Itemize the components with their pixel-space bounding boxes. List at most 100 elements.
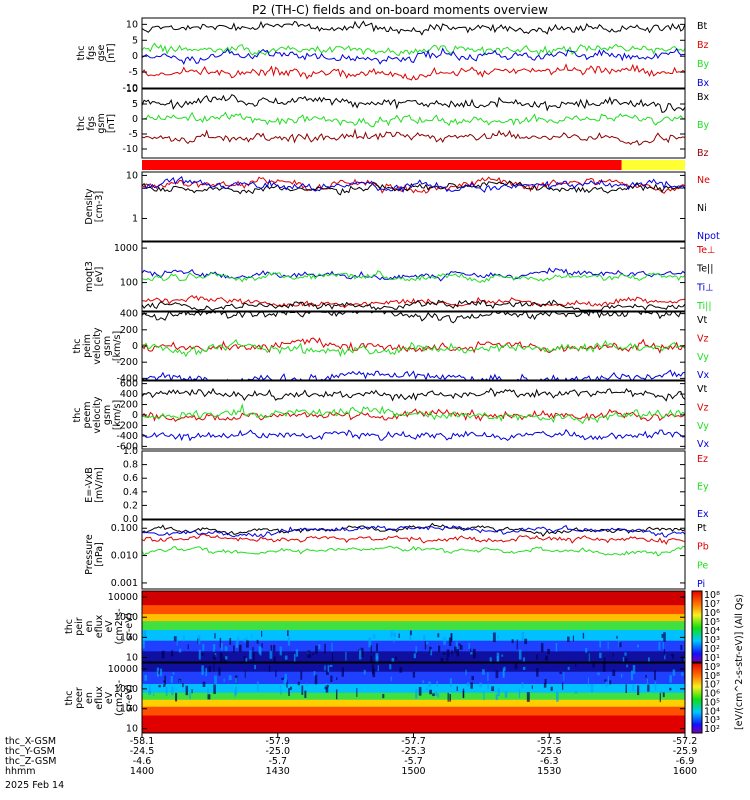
y-tick-label: -5 [129,67,138,78]
series-Bz-line [142,130,685,145]
series-By-line [142,113,685,127]
legend-Bt: Bt [697,21,708,32]
y-tick-label: 0.2 [123,500,138,511]
legend-Pt: Pt [697,523,707,534]
peer_spectrogram-panel: 10000100010010thc peer en eflux eV (cm2-s-sr-… [64,663,687,735]
legend-Ni: Ni [697,203,707,214]
colorbar-tick: 10² [704,724,720,735]
y-tick-label: -5 [129,129,138,140]
panels: 1050-5-10thc fgs gse [nT]BtBzByBx1050-5-10t… [64,18,720,735]
series-Te⊥-line [142,296,685,308]
y-tick-label: 5 [132,35,138,46]
legend-Pi: Pi [697,579,705,590]
series-Vt-line [142,308,685,323]
y-tick-label: 0.8 [123,460,138,471]
legend-Te⊥: Te⊥ [696,245,715,256]
y-tick-label: 0 [132,51,138,62]
series-Vy-line [142,405,685,423]
legend-Vy: Vy [697,352,709,363]
figure-title: P2 (TH-C) fields and on-board moments ov… [252,3,548,17]
temperature-panel: 1000 100 moqt3 [eV] Te⊥ Te|| Ti⊥ Ti|| [84,242,715,312]
legend-Bz: Bz [697,40,709,51]
y-tick-label: 10000 [108,664,138,675]
legend-Ti||: Ti|| [696,301,712,312]
y-axis-label: [nT] [106,43,117,62]
legend-Te||: Te|| [696,264,713,275]
y-tick-label: -400 [116,431,138,442]
x-tick-label: 1500 [401,766,425,777]
peer_spectrogram-image [142,663,687,734]
y-tick-label: 5 [132,99,138,110]
series-By-line [142,43,685,55]
legend-Vt: Vt [697,315,707,326]
legend-Bz: Bz [697,148,709,159]
y-tick-label: 0 [132,114,138,125]
y-tick-label: 10 [126,170,138,181]
mode-bar-segment [622,160,685,170]
series-Vt-line [142,388,685,400]
colorbar: 10⁸10⁷10⁶10⁵10⁴10³10²10¹10⁹10⁸10⁷10⁶10⁵1… [692,590,745,735]
y-tick-label: 0.6 [123,473,138,484]
y-tick-label: 0.4 [123,487,138,498]
legend-Ti⊥: Ti⊥ [696,282,713,293]
x-tick-label: 1430 [266,766,290,777]
peim_velocity-panel: 4002000-200-400thc peim velocity gsm [km/s]V… [72,308,709,385]
series-Pb-line [142,534,685,544]
panel-frame [142,381,685,449]
y-axis-label: [mV/m] [94,467,105,503]
legend-Vz: Vz [697,402,709,413]
y-axis-label: [nPa] [94,542,105,567]
mode-bar-segment [142,160,622,170]
legend-Vt: Vt [697,384,707,395]
series-Bz-line [142,65,685,80]
series-Bx-line [142,49,685,64]
legend-Ex: Ex [697,509,709,520]
legend-Npot: Npot [697,231,720,242]
y-tick-label: 10000 [108,592,138,603]
legend-Pb: Pb [697,542,709,553]
y-tick-label: 1.0 [123,446,138,457]
y-tick-label: 400 [120,389,138,400]
panel-frame [142,89,685,158]
mode_bar-panel [142,160,685,170]
legend-Vz: Vz [697,333,709,344]
y-tick-label: -10 [122,144,138,155]
y-tick-label: 0.001 [111,578,138,589]
y-tick-label: 400 [120,309,138,320]
fgs_gse-panel: 10 5 0 -5 -10 thc fgs gse [nT] Bt Bz By Bx [76,18,710,94]
y-tick-label: 0.100 [111,523,138,534]
panel-frame [142,451,685,519]
y-axis-label: [nT] [106,114,117,133]
x-tick-label: 1530 [537,766,561,777]
series-Ti⊥-line [142,268,685,281]
peir_spectrogram-image [142,591,686,668]
y-tick-label: 1 [132,213,138,224]
legend-Bx: Bx [697,92,710,103]
y-tick-label: 10 [126,724,138,735]
colorbar-scale [692,663,702,733]
y-tick-label: 100 [120,278,138,289]
y-axis-label: sr-eV) [124,684,135,712]
series-Bx-line [142,95,685,113]
colorbar-label: [eV/(cm^2-s-str-eV)] (All Qs) [734,594,745,730]
legend-Vy: Vy [697,421,709,432]
x-tick-label: 1400 [130,766,154,777]
fgs_gsm-panel: 1050-5-10thc fgs gsm [nT]BxByBz [76,84,710,159]
series-Vx-line [142,430,685,441]
y-tick-label: 0.010 [111,551,138,562]
legend-Ez: Ez [697,454,708,465]
y-tick-label: 600 [120,379,138,390]
legend-Vx: Vx [697,439,709,450]
legend-By: By [697,59,710,70]
peir_spectrogram-panel: 10000 1000 100 10 thc peir en eflux eV (cm2-s-sr-… [64,591,686,668]
legend-Ey: Ey [697,482,709,493]
y-axis-label: [km/s] [112,400,123,430]
efield-panel: 1.00.80.60.40.20.0E=-VxB [mV/m]EzEyEx [84,446,709,525]
series-Pt-line [142,524,685,537]
y-tick-label: 10 [126,653,138,664]
y-axis-label: sr-eV) [124,613,135,641]
pressure-panel: 0.1000.0100.001Pressure [nPa]PtPbPePi [84,520,709,590]
colorbar-scale [692,591,702,662]
series-Vx-line [142,370,685,385]
